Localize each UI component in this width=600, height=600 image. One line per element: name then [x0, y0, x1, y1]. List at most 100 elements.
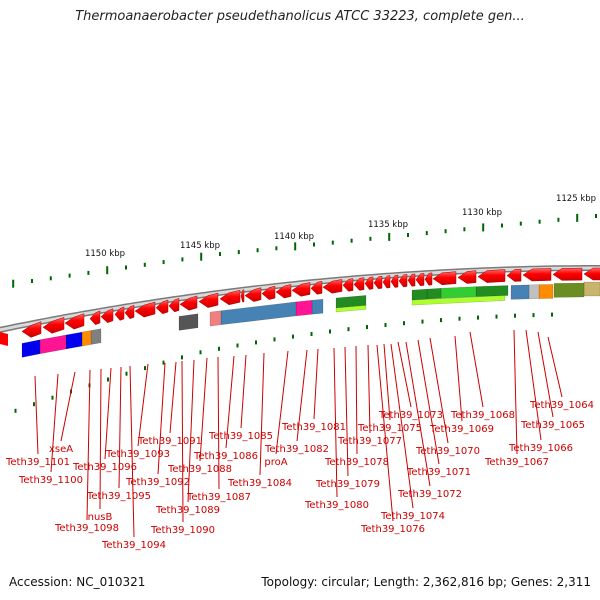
gene-label[interactable]: Teth39_1093 — [105, 449, 170, 460]
leader-line — [99, 368, 102, 510]
scale-tick — [501, 223, 503, 228]
scale-tick — [350, 238, 353, 243]
feature-strip — [583, 281, 600, 297]
leader-line — [86, 369, 91, 521]
gene-label[interactable]: Teth39_1086 — [193, 451, 258, 462]
leader-line — [469, 331, 484, 408]
gene-arrow — [155, 299, 169, 315]
gene-label[interactable]: Teth39_1101 — [5, 457, 70, 468]
gene-label[interactable]: Teth39_1084 — [227, 478, 292, 489]
gene-arrow — [583, 267, 600, 281]
scale-tick — [143, 262, 146, 267]
gene-label[interactable]: Teth39_1074 — [380, 511, 445, 522]
scale-tick — [463, 227, 466, 232]
scale-tick — [331, 240, 334, 245]
gene-label[interactable]: Teth39_1075 — [357, 423, 422, 434]
scale-tick — [369, 236, 372, 241]
feature-strip — [311, 298, 324, 315]
leader-line — [405, 341, 431, 487]
gene-arrow — [506, 268, 522, 282]
scale-label: 1135 kbp — [368, 220, 408, 230]
feature-strip — [411, 288, 428, 301]
accession-text: Accession: NC_010321 — [9, 575, 146, 589]
gene-label[interactable]: Teth39_1080 — [304, 500, 369, 511]
scale-tick — [425, 231, 428, 236]
gene-label[interactable]: Teth39_1081 — [281, 422, 346, 433]
scale-tick — [310, 332, 313, 336]
gene-label[interactable]: Teth39_1088 — [167, 464, 232, 475]
leader-line — [129, 365, 135, 538]
gene-arrow — [198, 292, 219, 308]
gene-label[interactable]: Teth39_1082 — [264, 444, 329, 455]
gene-arrow — [42, 316, 65, 334]
gene-label[interactable]: Teth39_1067 — [484, 457, 549, 468]
feature-strip — [510, 284, 530, 300]
gene-label[interactable]: Teth39_1065 — [520, 420, 585, 431]
gene-label[interactable]: Teth39_1091 — [137, 436, 202, 447]
gene-label[interactable]: Teth39_1087 — [186, 492, 251, 503]
gene-label[interactable]: Teth39_1079 — [315, 479, 380, 490]
scale-tick — [595, 214, 597, 218]
gene-arrow — [89, 310, 101, 325]
scale-tick — [275, 246, 278, 251]
gene-label[interactable]: Teth39_1096 — [72, 462, 137, 473]
gene-label[interactable]: Teth39_1085 — [208, 431, 273, 442]
gene-label[interactable]: Teth39_1078 — [324, 457, 389, 468]
scale-label: 1150 kbp — [85, 249, 125, 259]
leader-line — [60, 371, 76, 442]
scale-label: 1125 kbp — [556, 194, 596, 204]
feature-strip — [90, 328, 102, 345]
scale-tick — [388, 232, 391, 241]
leader-line — [137, 363, 149, 447]
gene-label[interactable]: Teth39_1094 — [101, 540, 166, 551]
scale-tick — [199, 350, 202, 355]
gene-label[interactable]: Teth39_1073 — [378, 410, 443, 421]
scale-tick — [551, 312, 553, 317]
leader-line — [376, 344, 394, 522]
scale-tick — [181, 355, 183, 360]
gene-label[interactable]: Teth39_1066 — [508, 443, 573, 454]
gene-label[interactable]: xseA — [49, 444, 73, 455]
gene-label[interactable]: Teth39_1090 — [150, 525, 215, 536]
topology-text: Topology: circular; Length: 2,362,816 bp… — [261, 575, 591, 589]
leader-line — [390, 343, 414, 509]
feature-strip — [295, 299, 313, 317]
gene-arrow — [100, 308, 114, 323]
scale-label: 1145 kbp — [180, 241, 220, 251]
gene-label[interactable]: Teth39_1070 — [415, 446, 480, 457]
gene-label[interactable]: Teth39_1076 — [360, 524, 425, 535]
gene-arrow — [407, 273, 416, 287]
feature-strip — [528, 284, 540, 300]
scale-tick — [255, 340, 257, 345]
gene-label[interactable]: Teth39_1069 — [429, 424, 494, 435]
gene-label[interactable]: Teth39_1089 — [155, 505, 220, 516]
gene-arrow — [398, 274, 408, 288]
gene-label[interactable]: Teth39_1100 — [18, 475, 83, 486]
scale-tick — [12, 279, 15, 288]
leader-line — [525, 329, 542, 441]
scale-tick — [458, 316, 461, 321]
leader-line — [275, 350, 289, 455]
gene-label[interactable]: Teth39_1068 — [450, 410, 515, 421]
gene-label[interactable]: nusB — [88, 512, 113, 523]
gene-label[interactable]: Teth39_1092 — [125, 477, 190, 488]
scale-tick — [218, 346, 220, 351]
gene-label[interactable]: Teth39_1077 — [337, 436, 402, 447]
leader-line — [537, 331, 554, 418]
gene-label[interactable]: Teth39_1071 — [406, 467, 471, 478]
leader-line — [259, 352, 265, 476]
leader-line — [225, 355, 235, 449]
gene-arrow — [21, 321, 42, 338]
gene-label[interactable]: proA — [264, 457, 287, 468]
scale-tick — [144, 366, 146, 371]
gene-label[interactable]: Teth39_1064 — [529, 400, 594, 411]
feature-strip — [81, 330, 92, 347]
leader-line — [367, 344, 371, 434]
scale-tick — [31, 279, 33, 283]
gene-label[interactable]: Teth39_1095 — [86, 491, 151, 502]
gene-label[interactable]: Teth39_1098 — [54, 523, 119, 534]
leader-line — [333, 347, 338, 498]
gene-label[interactable]: Teth39_1072 — [397, 489, 462, 500]
leader-line — [397, 341, 412, 408]
